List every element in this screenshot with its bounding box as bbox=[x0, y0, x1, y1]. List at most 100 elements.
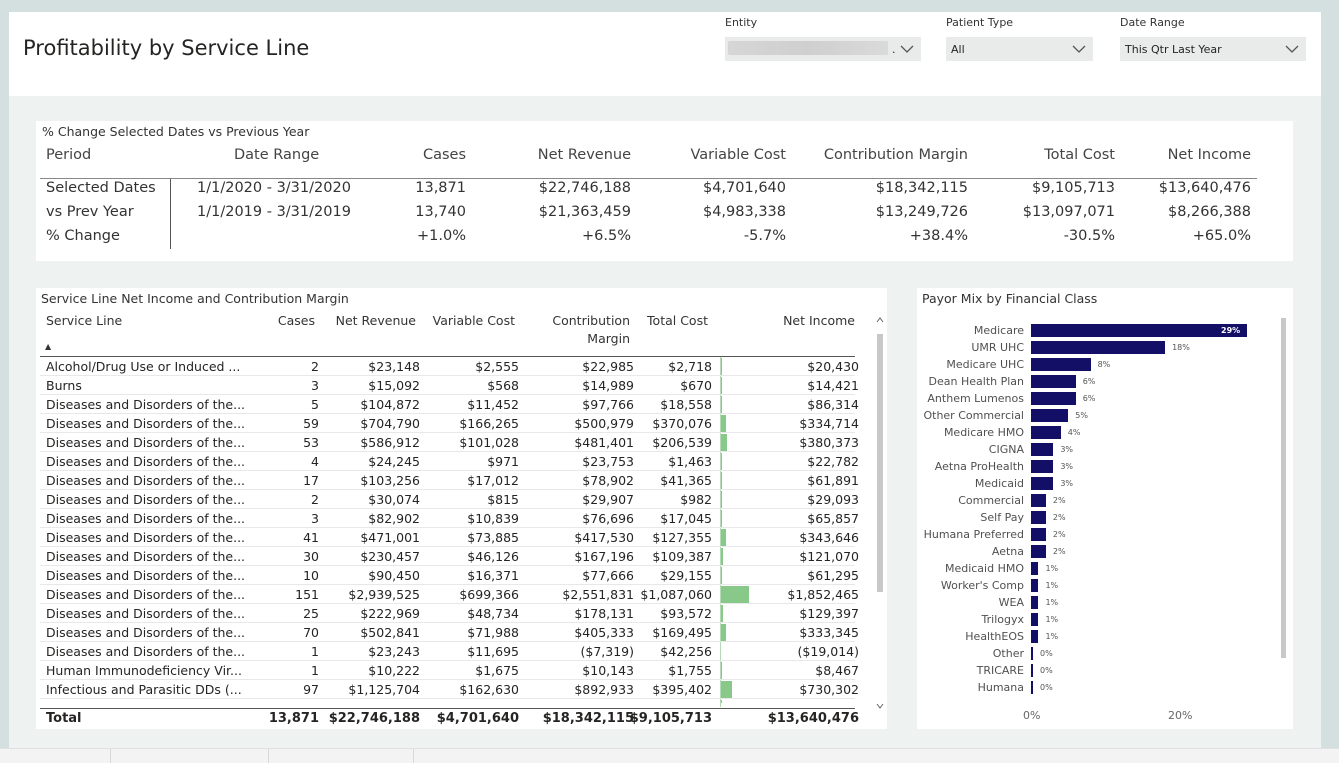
table-row[interactable]: Diseases and Disorders of the... 53 $586,9… bbox=[40, 433, 859, 452]
header-variable-cost[interactable]: Variable Cost bbox=[432, 313, 515, 328]
payor-bar[interactable] bbox=[1031, 579, 1039, 592]
total-net-revenue: $22,746,188 bbox=[328, 711, 420, 726]
payor-bar[interactable] bbox=[1031, 443, 1054, 456]
table-row[interactable]: Diseases and Disorders of the... 59 $704,7… bbox=[40, 414, 859, 433]
payor-value-label: 2% bbox=[1052, 513, 1066, 522]
payor-value-label: 0% bbox=[1040, 649, 1053, 658]
summary-header-net-revenue: Net Revenue bbox=[537, 147, 631, 163]
payor-scrollbar-thumb[interactable] bbox=[1281, 318, 1286, 658]
table-row[interactable]: Diseases and Disorders of the... 5 $104,87… bbox=[40, 395, 859, 414]
contribution-margin-value: $892,933 bbox=[574, 682, 634, 697]
entity-redacted-value bbox=[728, 41, 888, 55]
payor-bar[interactable] bbox=[1031, 477, 1054, 490]
table-row[interactable]: Infectious and Parasitic DDs (... 97 $1,12… bbox=[40, 680, 859, 699]
table-row[interactable]: Injuries, Poison And Toxic Effe... 8 $85,8… bbox=[40, 699, 859, 703]
entity-dropdown[interactable]: . bbox=[725, 37, 921, 61]
total-variable-cost: $4,701,640 bbox=[436, 711, 519, 726]
payor-scrollbar[interactable] bbox=[1281, 318, 1286, 663]
cases-value: 70 bbox=[303, 625, 319, 640]
table-row[interactable]: Diseases and Disorders of the... 70 $502,8… bbox=[40, 623, 859, 642]
scroll-up-icon[interactable] bbox=[876, 316, 884, 324]
summary-panel: % Change Selected Dates vs Previous Year… bbox=[36, 121, 1293, 261]
net-income-bar bbox=[721, 453, 722, 470]
summary-header-contribution-margin: Contribution Margin bbox=[823, 147, 968, 163]
header-contribution[interactable]: Contribution bbox=[552, 313, 630, 328]
net-income-bar bbox=[721, 662, 722, 679]
service-line-scrollbar[interactable] bbox=[875, 316, 885, 710]
payor-value-label: 1% bbox=[1045, 581, 1059, 590]
table-row[interactable]: Diseases and Disorders of the... 25 $222,9… bbox=[40, 604, 859, 623]
payor-bar[interactable] bbox=[1031, 426, 1061, 439]
payor-bar[interactable] bbox=[1031, 324, 1247, 337]
payor-bar[interactable] bbox=[1031, 630, 1039, 643]
table-row[interactable]: Diseases and Disorders of the... 30 $230,4… bbox=[40, 547, 859, 566]
table-row[interactable]: Diseases and Disorders of the... 1 $23,243… bbox=[40, 642, 859, 661]
payor-bar[interactable] bbox=[1031, 664, 1033, 677]
service-line-rows[interactable]: Alcohol/Drug Use or Induced ... 2 $23,148 $… bbox=[36, 357, 866, 703]
table-row[interactable]: Diseases and Disorders of the... 17 $103,2… bbox=[40, 471, 859, 490]
net-revenue-value: $471,001 bbox=[360, 530, 420, 545]
net-income-value: $61,295 bbox=[807, 568, 859, 583]
payor-bar[interactable] bbox=[1031, 494, 1046, 507]
payor-category-label: Commercial bbox=[958, 494, 1024, 507]
header-net-revenue[interactable]: Net Revenue bbox=[335, 313, 416, 328]
payor-bar[interactable] bbox=[1031, 647, 1033, 660]
payor-bar[interactable] bbox=[1031, 409, 1069, 422]
net-income-bar bbox=[721, 700, 722, 703]
table-row[interactable]: Human Immunodeficiency Vir... 1 $10,222 $1,… bbox=[40, 661, 859, 680]
table-row[interactable]: Diseases and Disorders of the... 10 $90,45… bbox=[40, 566, 859, 585]
payor-bar[interactable] bbox=[1031, 358, 1091, 371]
cases-value: 3 bbox=[311, 378, 319, 393]
payor-bar[interactable] bbox=[1031, 392, 1076, 405]
header-cases[interactable]: Cases bbox=[277, 313, 315, 328]
payor-bar[interactable] bbox=[1031, 596, 1039, 609]
net-revenue-value: $103,256 bbox=[360, 473, 420, 488]
contribution-margin-value: $481,401 bbox=[574, 435, 634, 450]
table-row[interactable]: Diseases and Disorders of the... 2 $30,074… bbox=[40, 490, 859, 509]
total-label: Total bbox=[46, 711, 82, 726]
sort-ascending-icon[interactable]: ▲ bbox=[45, 342, 52, 351]
header-net-income[interactable]: Net Income bbox=[783, 313, 855, 328]
patient-type-dropdown[interactable]: All bbox=[946, 37, 1093, 61]
scroll-down-icon[interactable] bbox=[876, 702, 884, 710]
contribution-margin-value: $48,149 bbox=[582, 701, 634, 703]
payor-bar[interactable] bbox=[1031, 613, 1039, 626]
table-row[interactable]: Alcohol/Drug Use or Induced ... 2 $23,148 $… bbox=[40, 357, 859, 376]
payor-bar[interactable] bbox=[1031, 545, 1046, 558]
payor-bar[interactable] bbox=[1031, 528, 1046, 541]
table-row[interactable]: Burns 3 $15,092 $568 $14,989 $670 $14,421 bbox=[40, 376, 859, 395]
service-line-name: Diseases and Disorders of the... bbox=[46, 568, 246, 583]
payor-value-label: 8% bbox=[1097, 360, 1111, 369]
page-tab[interactable] bbox=[111, 749, 269, 763]
chevron-down-icon bbox=[1072, 45, 1086, 53]
payor-value-label: 0% bbox=[1040, 683, 1053, 692]
table-row[interactable]: Diseases and Disorders of the... 41 $471,0… bbox=[40, 528, 859, 547]
payor-bar[interactable] bbox=[1031, 341, 1166, 354]
table-row[interactable]: Diseases and Disorders of the... 151 $2,93… bbox=[40, 585, 859, 604]
service-line-name: Diseases and Disorders of the... bbox=[46, 606, 246, 621]
cases-value: 2 bbox=[311, 492, 319, 507]
net-revenue-value: $85,889 bbox=[368, 701, 420, 703]
payor-bar[interactable] bbox=[1031, 562, 1039, 575]
contribution-margin-value: $29,907 bbox=[582, 492, 634, 507]
total-cost-value: $370,076 bbox=[652, 416, 712, 431]
net-revenue-value: $230,457 bbox=[360, 549, 420, 564]
payor-bar[interactable] bbox=[1031, 511, 1046, 524]
header-margin[interactable]: Margin bbox=[587, 331, 630, 346]
page-tab[interactable] bbox=[0, 749, 111, 763]
summary-header-date-range: Date Range bbox=[234, 147, 320, 163]
contribution-margin-value: $500,979 bbox=[574, 416, 634, 431]
page-tab[interactable] bbox=[269, 749, 414, 763]
payor-bar[interactable] bbox=[1031, 375, 1076, 388]
x-tick-0: 0% bbox=[1023, 709, 1041, 722]
payor-bar[interactable] bbox=[1031, 460, 1054, 473]
variable-cost-value: $166,265 bbox=[459, 416, 519, 431]
table-row[interactable]: Diseases and Disorders of the... 3 $82,902… bbox=[40, 509, 859, 528]
payor-bar[interactable] bbox=[1031, 681, 1033, 694]
payor-category-label: Trilogyx bbox=[981, 613, 1024, 626]
header-total-cost[interactable]: Total Cost bbox=[647, 313, 708, 328]
scrollbar-thumb[interactable] bbox=[877, 334, 883, 592]
date-range-dropdown[interactable]: This Qtr Last Year bbox=[1120, 37, 1306, 61]
table-row[interactable]: Diseases and Disorders of the... 4 $24,245… bbox=[40, 452, 859, 471]
header-service-line[interactable]: Service Line bbox=[46, 313, 123, 328]
